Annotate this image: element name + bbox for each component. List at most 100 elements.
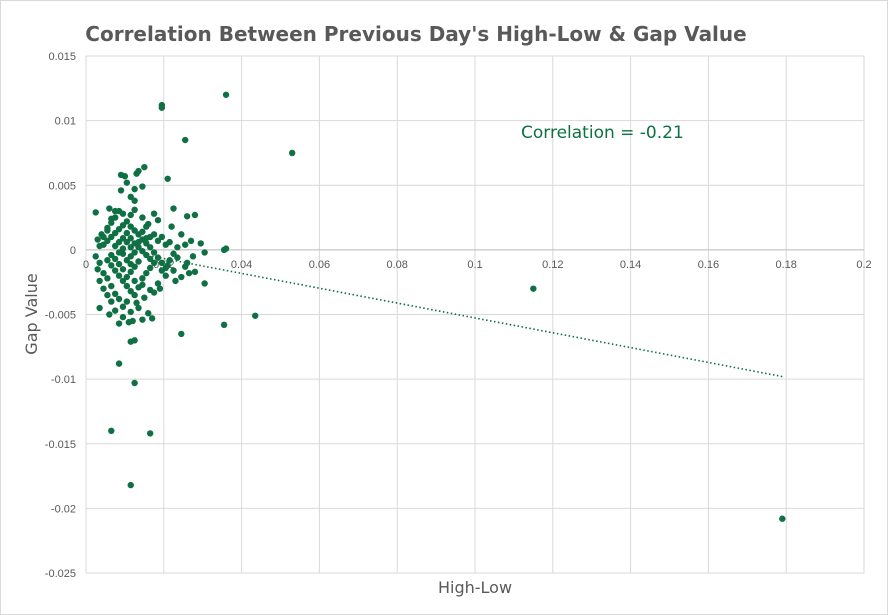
data-point xyxy=(530,285,537,292)
y-tick-label: -0.01 xyxy=(51,374,76,386)
data-point xyxy=(123,282,131,290)
data-point xyxy=(181,136,189,144)
data-point xyxy=(181,241,189,248)
data-point xyxy=(135,167,142,175)
data-point xyxy=(111,307,119,314)
x-axis-label: High-Low xyxy=(438,578,512,597)
data-point xyxy=(191,211,199,219)
data-point xyxy=(154,254,162,261)
data-point xyxy=(146,244,154,251)
correlation-annotation: Correlation = -0.21 xyxy=(521,123,684,143)
x-tick-label: 0.04 xyxy=(231,259,252,271)
data-point xyxy=(139,228,146,235)
data-point xyxy=(119,235,127,242)
data-point xyxy=(127,308,134,316)
data-point xyxy=(135,244,142,251)
data-point xyxy=(115,320,123,327)
data-point xyxy=(170,250,177,257)
data-point xyxy=(127,244,134,251)
data-point xyxy=(119,222,127,229)
data-point xyxy=(111,207,119,215)
data-point xyxy=(100,269,107,277)
data-point xyxy=(143,269,150,277)
data-point xyxy=(123,179,131,186)
data-point xyxy=(158,267,166,274)
x-tick-label: 0.12 xyxy=(542,259,563,271)
data-point xyxy=(115,225,123,233)
data-point xyxy=(108,282,115,290)
data-point xyxy=(133,299,140,307)
data-point xyxy=(131,337,138,344)
data-point xyxy=(154,237,162,245)
data-point xyxy=(170,267,177,274)
data-point xyxy=(121,173,129,180)
data-point xyxy=(139,275,146,282)
data-point xyxy=(148,315,156,322)
y-tick-label: 0.01 xyxy=(55,116,76,128)
data-point xyxy=(111,290,119,298)
data-point xyxy=(123,238,131,246)
data-point xyxy=(185,269,193,277)
data-point xyxy=(96,304,103,312)
data-point xyxy=(104,237,111,245)
data-point xyxy=(158,259,166,266)
data-point xyxy=(115,249,123,256)
data-point xyxy=(92,253,99,260)
trendline xyxy=(151,255,783,378)
y-axis-label: Gap Value xyxy=(22,273,41,354)
data-point xyxy=(106,205,113,212)
data-point xyxy=(127,253,134,260)
x-tick-label: 0.1 xyxy=(467,259,482,271)
data-point xyxy=(92,209,99,216)
data-point xyxy=(127,288,134,295)
data-point xyxy=(146,430,154,437)
data-point xyxy=(119,210,127,217)
data-point xyxy=(131,206,138,214)
data-point xyxy=(135,258,142,265)
data-point xyxy=(106,311,113,318)
data-point xyxy=(170,205,177,212)
data-point xyxy=(178,273,185,281)
data-point xyxy=(164,175,171,182)
data-point xyxy=(174,244,181,251)
data-point xyxy=(222,91,230,98)
data-point xyxy=(139,316,146,323)
chart-title: Correlation Between Previous Day's High-… xyxy=(85,22,746,46)
data-point xyxy=(131,249,138,256)
data-point xyxy=(100,285,107,292)
data-point xyxy=(123,298,131,305)
data-point xyxy=(143,235,150,242)
y-tick-label: -0.02 xyxy=(51,503,76,515)
data-point xyxy=(117,187,125,194)
data-point xyxy=(123,273,131,281)
data-point xyxy=(135,304,142,312)
data-point xyxy=(154,280,162,287)
data-point xyxy=(127,211,134,219)
data-point xyxy=(154,216,162,224)
data-point xyxy=(779,515,786,522)
data-point xyxy=(166,238,173,246)
x-tick-label: 0 xyxy=(83,259,89,271)
data-point xyxy=(201,249,208,256)
data-point xyxy=(104,291,111,299)
data-point xyxy=(131,379,138,387)
data-point xyxy=(141,294,148,301)
data-point xyxy=(111,229,119,237)
data-point xyxy=(127,268,134,276)
data-point xyxy=(150,259,158,266)
data-point xyxy=(168,223,175,230)
x-tick-label: 0.2 xyxy=(856,259,871,271)
data-point xyxy=(123,229,131,237)
data-point xyxy=(150,210,158,217)
data-point xyxy=(201,280,208,287)
data-point xyxy=(104,257,111,264)
data-point xyxy=(156,285,164,292)
data-point xyxy=(191,268,199,276)
data-point xyxy=(127,235,134,242)
data-point xyxy=(131,227,138,234)
data-point xyxy=(104,227,111,234)
data-point xyxy=(139,281,146,288)
x-tick-label: 0.16 xyxy=(698,259,719,271)
